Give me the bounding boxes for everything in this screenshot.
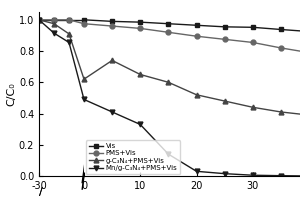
Legend: Vis, PMS+Vis, g-C₃N₄+PMS+Vis, Mn/g-C₃N₄+PMS+Vis: Vis, PMS+Vis, g-C₃N₄+PMS+Vis, Mn/g-C₃N₄+…: [86, 140, 180, 174]
PMS+Vis: [139, 27, 142, 30]
PMS+Vis: [251, 41, 254, 44]
PMS+Vis: [195, 35, 198, 37]
g-C₃N₄+PMS+Vis: [279, 111, 283, 113]
Mn/g-C₃N₄+PMS+Vis: [139, 123, 142, 126]
Y-axis label: C/C₀: C/C₀: [6, 82, 16, 106]
Mn/g-C₃N₄+PMS+Vis: [223, 172, 226, 175]
g-C₃N₄+PMS+Vis: [110, 59, 114, 62]
Mn/g-C₃N₄+PMS+Vis: [195, 170, 198, 173]
g-C₃N₄+PMS+Vis: [251, 106, 254, 108]
Vis: [195, 24, 198, 26]
Mn/g-C₃N₄+PMS+Vis: [82, 98, 86, 101]
Vis: [110, 20, 114, 23]
Text: /: /: [39, 187, 43, 197]
Mn/g-C₃N₄+PMS+Vis: [110, 111, 114, 113]
Line: PMS+Vis: PMS+Vis: [82, 21, 300, 55]
Vis: [251, 26, 254, 29]
Line: Mn/g-C₃N₄+PMS+Vis: Mn/g-C₃N₄+PMS+Vis: [82, 97, 300, 178]
Mn/g-C₃N₄+PMS+Vis: [251, 174, 254, 176]
g-C₃N₄+PMS+Vis: [139, 73, 142, 76]
g-C₃N₄+PMS+Vis: [82, 78, 86, 80]
PMS+Vis: [279, 47, 283, 49]
g-C₃N₄+PMS+Vis: [167, 81, 170, 83]
PMS+Vis: [110, 25, 114, 27]
PMS+Vis: [223, 38, 226, 41]
Line: Vis: Vis: [82, 17, 300, 34]
g-C₃N₄+PMS+Vis: [195, 94, 198, 96]
PMS+Vis: [82, 23, 86, 25]
Mn/g-C₃N₄+PMS+Vis: [167, 153, 170, 155]
Mn/g-C₃N₄+PMS+Vis: [279, 174, 283, 177]
Vis: [279, 28, 283, 31]
Vis: [223, 26, 226, 28]
PMS+Vis: [167, 31, 170, 34]
Vis: [139, 21, 142, 23]
Vis: [82, 19, 86, 21]
g-C₃N₄+PMS+Vis: [223, 100, 226, 102]
Vis: [167, 23, 170, 25]
Line: g-C₃N₄+PMS+Vis: g-C₃N₄+PMS+Vis: [82, 58, 300, 118]
Text: /: /: [39, 187, 42, 197]
